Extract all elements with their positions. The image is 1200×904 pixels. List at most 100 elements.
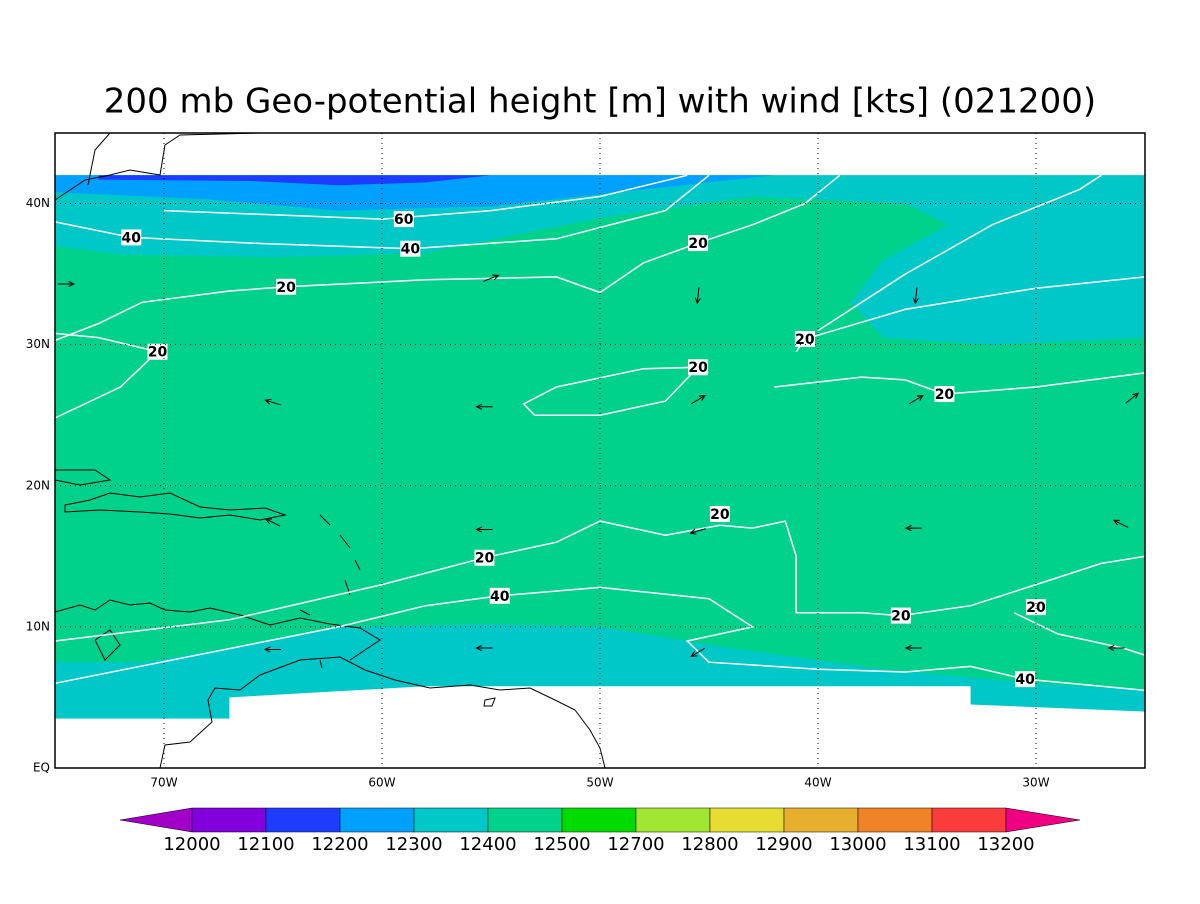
colorbar-label: 13000 [829, 834, 886, 855]
contour-label-box [393, 211, 414, 228]
coastline [54, 132, 261, 201]
wind-arrow [1112, 519, 1129, 528]
wind-arrow [1107, 644, 1125, 652]
colorbar-swatch [561, 807, 637, 833]
x-tick-label: 50W [586, 776, 613, 790]
wind-arrow [904, 525, 922, 532]
contour-label: 20 [935, 387, 955, 403]
contour-label-box [709, 506, 730, 522]
contour-label: 20 [148, 345, 168, 361]
shaded-region [55, 686, 1145, 768]
wind-arrow [475, 526, 493, 533]
colorbar: 12000 12100 12200 12300 12400 12500 12700 12800… [119, 807, 1081, 855]
contour-label-box [688, 359, 709, 376]
colorbar-swatch [931, 807, 1007, 833]
contour-label-box [400, 240, 421, 257]
x-tick-label: 40W [804, 776, 831, 790]
coastline [483, 697, 496, 707]
contour-label-box [276, 278, 297, 295]
wind-arrow [57, 280, 76, 288]
contour-label-box [934, 386, 955, 403]
contour-label: 20 [710, 507, 730, 523]
contour-line [54, 520, 1146, 642]
coastline [54, 599, 381, 661]
tick-labels: 70W 60W 50W 40W 30W EQ 10N 20N 30N 40N [26, 196, 1050, 789]
colorbar-label: 12100 [237, 834, 294, 855]
shading-layer [55, 175, 1145, 768]
coastline [94, 629, 121, 661]
contour-line [522, 366, 700, 416]
wind-arrow [264, 398, 281, 406]
colorbar-swatch [339, 807, 415, 833]
wind-arrow [475, 644, 493, 652]
colorbar-label: 12900 [755, 834, 812, 855]
y-tick-label: EQ [33, 761, 50, 775]
colorbar-swatch [413, 807, 489, 833]
coastline [54, 469, 112, 486]
contour-label: 40 [490, 589, 510, 605]
colorbar-label: 12800 [681, 834, 738, 855]
contour-label: 20 [891, 609, 911, 625]
contour-label-box [474, 549, 495, 566]
contour-line [54, 174, 841, 342]
y-tick-label: 20N [26, 478, 50, 492]
wind-arrow [475, 403, 493, 410]
coastline [64, 492, 287, 521]
colorbar-swatch [191, 807, 267, 833]
contour-label-box [489, 587, 510, 604]
contour-label: 20 [688, 236, 708, 252]
contour-label: 20 [276, 280, 296, 296]
map-title: 200 mb Geo-potential height [m] with win… [104, 82, 1096, 122]
contour-line [774, 372, 1146, 395]
contour-line [817, 174, 1102, 332]
x-tick-label: 70W [150, 776, 177, 790]
wind-arrow [263, 646, 281, 653]
colorbar-extend [1005, 807, 1081, 833]
y-tick-label: 30N [26, 337, 50, 351]
coastline [159, 656, 606, 769]
wind-arrow [694, 287, 701, 305]
y-tick-label: 10N [26, 619, 50, 633]
contour-label: 40 [1015, 672, 1035, 688]
colorbar-label: 13100 [903, 834, 960, 855]
wind-arrow [690, 394, 706, 405]
contour-label-box [890, 607, 911, 624]
colorbar-swatch [487, 807, 563, 833]
contour-label-box [1015, 671, 1036, 688]
contour-label: 20 [688, 360, 708, 376]
colorbar-extend [119, 807, 193, 833]
colorbar-swatch [709, 807, 785, 833]
wind-arrow [908, 394, 924, 405]
contour-line [163, 174, 688, 220]
colorbar-swatch [635, 807, 711, 833]
colorbar-label: 12700 [607, 834, 664, 855]
shaded-region [55, 175, 775, 211]
shaded-region [98, 175, 491, 186]
wind-arrow [264, 518, 281, 527]
wind-arrow [1125, 392, 1140, 404]
contour-label: 20 [475, 551, 495, 567]
colorbar-swatch [783, 807, 859, 833]
plot-frame [54, 132, 1146, 769]
x-tick-label: 30W [1022, 776, 1049, 790]
x-tick-label: 60W [368, 776, 395, 790]
coastline [299, 514, 361, 669]
y-tick-label: 40N [26, 196, 50, 210]
colorbar-label: 12300 [385, 834, 442, 855]
contour-label-box [794, 331, 815, 348]
contour-label: 60 [394, 212, 414, 228]
wind-arrow [483, 274, 500, 282]
colorbar-label: 12500 [533, 834, 590, 855]
wind-arrow [690, 647, 706, 657]
contour-label: 40 [122, 230, 142, 246]
colorbar-swatch [265, 807, 341, 833]
colorbar-label: 12200 [311, 834, 368, 855]
wind-arrow [689, 528, 706, 535]
wind-layer [57, 274, 1140, 657]
contour-label-box [688, 235, 709, 252]
colorbar-label: 12000 [163, 834, 220, 855]
contour-line [54, 586, 1146, 692]
